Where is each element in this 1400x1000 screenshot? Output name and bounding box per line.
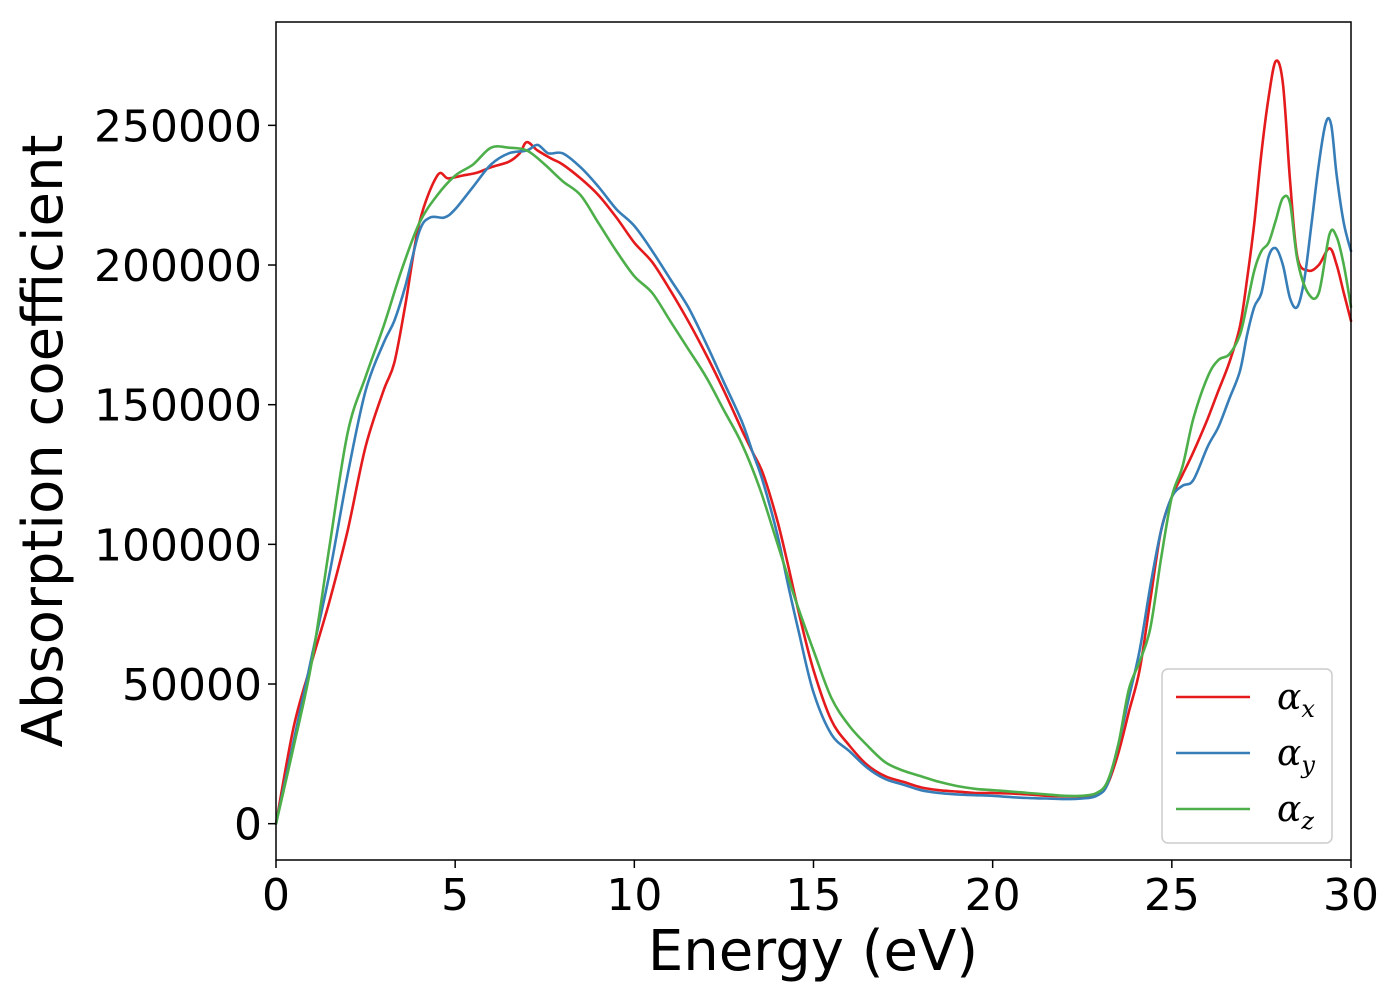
y-tick-label: 100000 xyxy=(94,520,262,571)
legend-label-z: αz xyxy=(1277,789,1314,835)
x-tick-label: 30 xyxy=(1323,870,1379,921)
y-axis-label: Absorption coefficient xyxy=(11,135,76,748)
y-tick-label: 200000 xyxy=(94,241,262,292)
y-tick-label: 250000 xyxy=(94,101,262,152)
x-tick-label: 5 xyxy=(441,870,469,921)
series-lines xyxy=(274,59,1353,825)
x-axis-ticks: 0 5 10 15 20 25 30 xyxy=(262,860,1379,921)
series-line-z xyxy=(274,145,1353,825)
x-tick-label: 10 xyxy=(606,870,662,921)
x-tick-label: 0 xyxy=(262,870,290,921)
series-line-x xyxy=(274,59,1353,825)
series-line-y xyxy=(274,116,1353,825)
legend: αx αy αz xyxy=(1161,668,1333,844)
x-tick-label: 15 xyxy=(786,870,842,921)
y-tick-label: 0 xyxy=(234,800,262,851)
legend-label-y: αy xyxy=(1277,733,1315,779)
legend-label-x: αx xyxy=(1277,677,1315,723)
y-axis-ticks: 0 50000 100000 150000 200000 250000 xyxy=(94,101,276,851)
y-tick-label: 150000 xyxy=(94,381,262,432)
x-tick-label: 20 xyxy=(965,870,1021,921)
y-tick-label: 50000 xyxy=(122,660,262,711)
x-axis-label: Energy (eV) xyxy=(648,919,978,984)
legend-box xyxy=(1161,668,1333,844)
x-tick-label: 25 xyxy=(1144,870,1200,921)
